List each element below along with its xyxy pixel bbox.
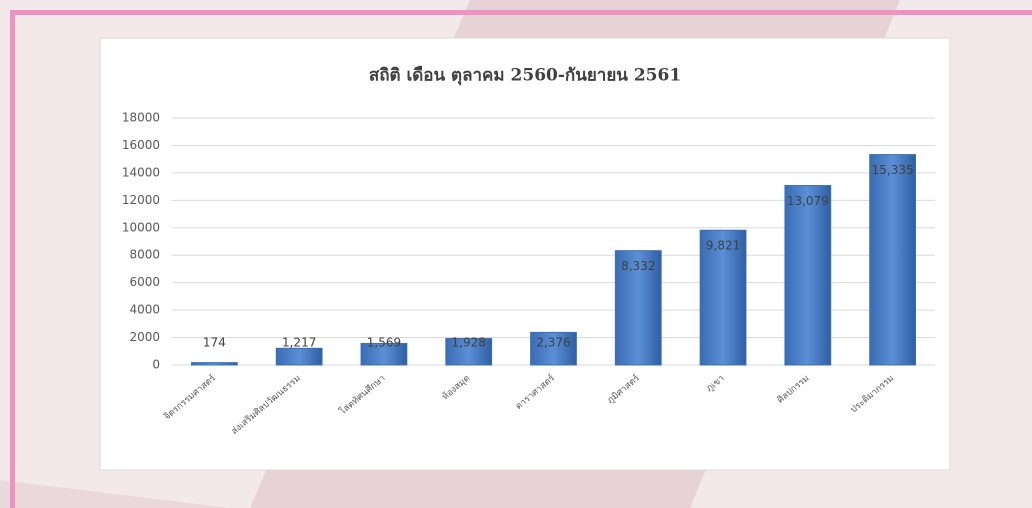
bar xyxy=(530,331,577,366)
bar xyxy=(869,154,917,366)
bar xyxy=(699,229,747,366)
bar xyxy=(275,347,323,366)
y-tick-label: 12000 xyxy=(122,193,160,207)
y-tick-label: 8000 xyxy=(129,248,160,262)
top-border xyxy=(10,10,1032,15)
decor xyxy=(0,480,230,508)
bar xyxy=(445,338,493,366)
data-label: 1,928 xyxy=(452,336,486,350)
data-label: 1,217 xyxy=(282,336,316,350)
y-tick-label: 6000 xyxy=(129,275,160,289)
data-label: 174 xyxy=(203,336,226,350)
bar xyxy=(360,342,408,366)
data-label: 9,821 xyxy=(706,239,740,253)
left-border xyxy=(10,10,15,508)
y-tick-label: 10000 xyxy=(122,220,160,234)
data-label: 8,332 xyxy=(621,259,655,273)
y-tick-label: 2000 xyxy=(129,330,160,344)
y-tick-label: 14000 xyxy=(122,165,160,179)
bar xyxy=(614,250,662,366)
data-label: 15,335 xyxy=(872,163,914,177)
y-tick-label: 16000 xyxy=(122,138,160,152)
bar xyxy=(190,362,238,366)
chart-title: สถิติ เดือน ตุลาคม 2560-กันยายน 2561 xyxy=(369,65,681,86)
y-tick-label: 18000 xyxy=(122,111,160,125)
y-tick-label: 4000 xyxy=(129,303,160,317)
bar xyxy=(784,185,832,366)
data-label: 1,569 xyxy=(367,336,401,350)
y-tick-label: 0 xyxy=(152,358,160,372)
data-label: 2,376 xyxy=(536,336,570,350)
data-label: 13,079 xyxy=(787,194,829,208)
